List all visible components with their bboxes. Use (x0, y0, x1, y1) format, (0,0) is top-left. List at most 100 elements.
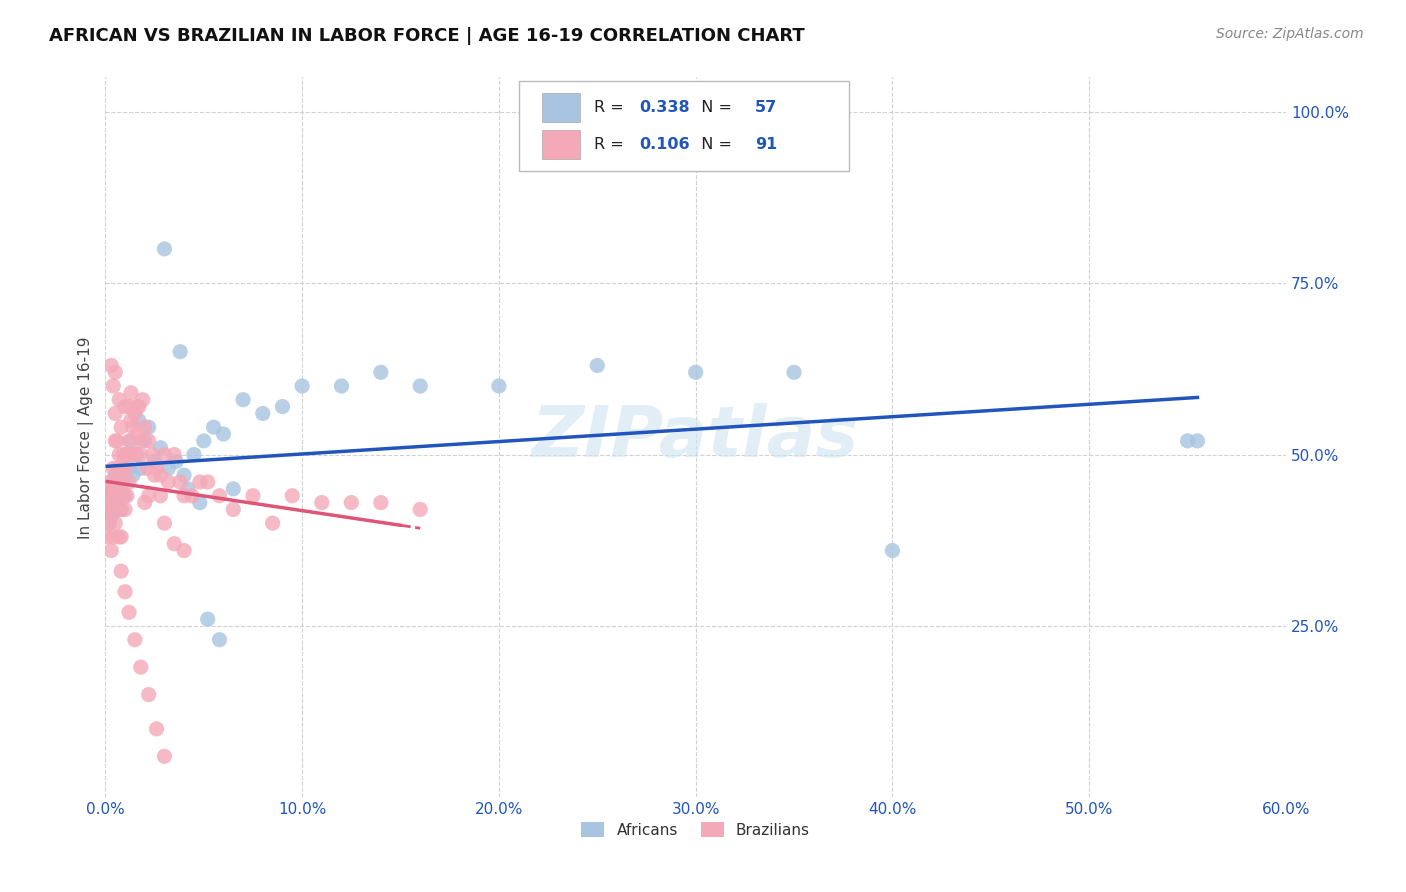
Point (124, 632, 146, 647)
Point (1177, 434, 1199, 448)
Point (103, 461, 125, 475)
Point (149, 441, 172, 455)
Point (104, 468, 127, 483)
Point (112, 489, 135, 503)
Point (488, 379, 510, 393)
Point (149, 489, 172, 503)
Point (108, 448, 131, 462)
Point (96, 502, 118, 516)
Point (153, 448, 176, 462)
Legend: Africans, Brazilians: Africans, Brazilians (575, 815, 815, 844)
Point (129, 434, 152, 448)
Point (135, 461, 157, 475)
Point (202, 420, 225, 434)
Point (98, 475, 121, 489)
Point (104, 365, 127, 379)
Point (115, 448, 138, 462)
Point (128, 413, 150, 427)
Point (104, 516, 127, 530)
Point (118, 475, 141, 489)
Point (783, 365, 806, 379)
FancyBboxPatch shape (543, 94, 579, 122)
Text: N =: N = (690, 136, 737, 152)
Point (330, 379, 353, 393)
Point (138, 434, 160, 448)
Point (129, 660, 152, 674)
Point (143, 454, 166, 468)
Text: 57: 57 (755, 100, 778, 115)
Text: Source: ZipAtlas.com: Source: ZipAtlas.com (1216, 27, 1364, 41)
Point (311, 495, 333, 509)
Point (222, 502, 245, 516)
Text: 0.106: 0.106 (638, 136, 689, 152)
Point (98, 489, 121, 503)
Point (173, 468, 195, 483)
Point (128, 400, 150, 414)
Point (114, 584, 136, 599)
Point (177, 482, 200, 496)
Point (122, 420, 145, 434)
Point (134, 420, 156, 434)
FancyBboxPatch shape (519, 81, 849, 171)
Point (114, 502, 136, 516)
Point (124, 407, 146, 421)
Point (153, 516, 176, 530)
Point (157, 475, 180, 489)
Point (134, 495, 156, 509)
Point (103, 502, 125, 516)
Point (142, 448, 165, 462)
Point (108, 530, 131, 544)
Point (100, 489, 122, 503)
Point (115, 448, 138, 462)
Point (122, 448, 145, 462)
Point (125, 400, 148, 414)
Point (118, 461, 141, 475)
Point (188, 475, 211, 489)
Point (110, 475, 132, 489)
Point (197, 612, 219, 626)
Point (149, 468, 172, 483)
Point (103, 489, 125, 503)
Point (169, 344, 191, 359)
Point (169, 475, 191, 489)
Point (132, 392, 155, 407)
Point (262, 516, 284, 530)
Text: ZIPatlas: ZIPatlas (531, 403, 859, 472)
Point (145, 461, 167, 475)
Point (242, 489, 264, 503)
Point (586, 359, 609, 373)
Point (104, 407, 127, 421)
Point (281, 489, 304, 503)
Point (114, 489, 136, 503)
Point (143, 468, 166, 483)
Point (212, 427, 235, 442)
Point (153, 749, 176, 764)
Point (183, 448, 205, 462)
Point (104, 495, 127, 509)
Point (124, 448, 146, 462)
Point (100, 543, 122, 558)
Point (114, 448, 136, 462)
Point (118, 400, 141, 414)
Point (105, 489, 128, 503)
Point (115, 489, 138, 503)
Point (108, 482, 131, 496)
Point (118, 605, 141, 619)
Text: N =: N = (690, 100, 737, 115)
Point (104, 434, 127, 448)
Point (98, 495, 121, 509)
Point (108, 392, 131, 407)
Point (188, 495, 211, 509)
Point (409, 379, 432, 393)
Point (100, 482, 122, 496)
Text: AFRICAN VS BRAZILIAN IN LABOR FORCE | AGE 16-19 CORRELATION CHART: AFRICAN VS BRAZILIAN IN LABOR FORCE | AG… (49, 27, 806, 45)
Text: R =: R = (595, 136, 628, 152)
Point (105, 434, 128, 448)
Point (108, 495, 131, 509)
Point (104, 475, 127, 489)
Point (685, 365, 707, 379)
Point (120, 385, 142, 400)
Point (271, 400, 294, 414)
Point (112, 475, 135, 489)
Point (222, 482, 245, 496)
